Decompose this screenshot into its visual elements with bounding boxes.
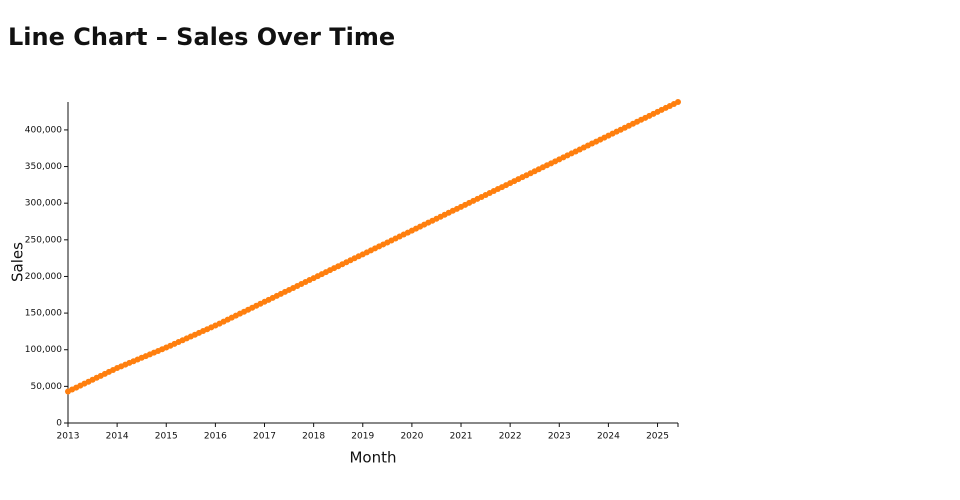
y-tick-label: 50,000: [31, 382, 63, 392]
y-tick-label: 150,000: [25, 309, 62, 319]
y-tick-label: 250,000: [25, 235, 62, 245]
x-tick-label: 2014: [106, 432, 129, 442]
marker: [675, 99, 681, 105]
x-tick-label: 2025: [646, 432, 669, 442]
y-tick-label: 200,000: [25, 272, 62, 282]
x-tick-label: 2018: [302, 432, 325, 442]
y-tick-label: 350,000: [25, 162, 62, 172]
x-axis-label: Month: [349, 449, 396, 467]
y-tick-label: 300,000: [25, 199, 62, 209]
x-tick-label: 2015: [155, 432, 178, 442]
y-tick-label: 100,000: [25, 345, 62, 355]
chart-title: Line Chart – Sales Over Time: [8, 23, 395, 51]
x-tick-label: 2019: [351, 432, 374, 442]
x-tick-label: 2020: [400, 432, 423, 442]
x-tick-label: 2017: [253, 432, 276, 442]
x-tick-label: 2023: [548, 432, 571, 442]
x-tick-label: 2016: [204, 432, 227, 442]
x-tick-label: 2022: [499, 432, 522, 442]
y-tick-label: 0: [56, 419, 62, 429]
x-tick-label: 2021: [450, 432, 473, 442]
x-tick-label: 2013: [57, 432, 80, 442]
y-axis-label: Sales: [9, 242, 27, 282]
y-tick-label: 400,000: [25, 125, 62, 135]
x-tick-label: 2024: [597, 432, 620, 442]
